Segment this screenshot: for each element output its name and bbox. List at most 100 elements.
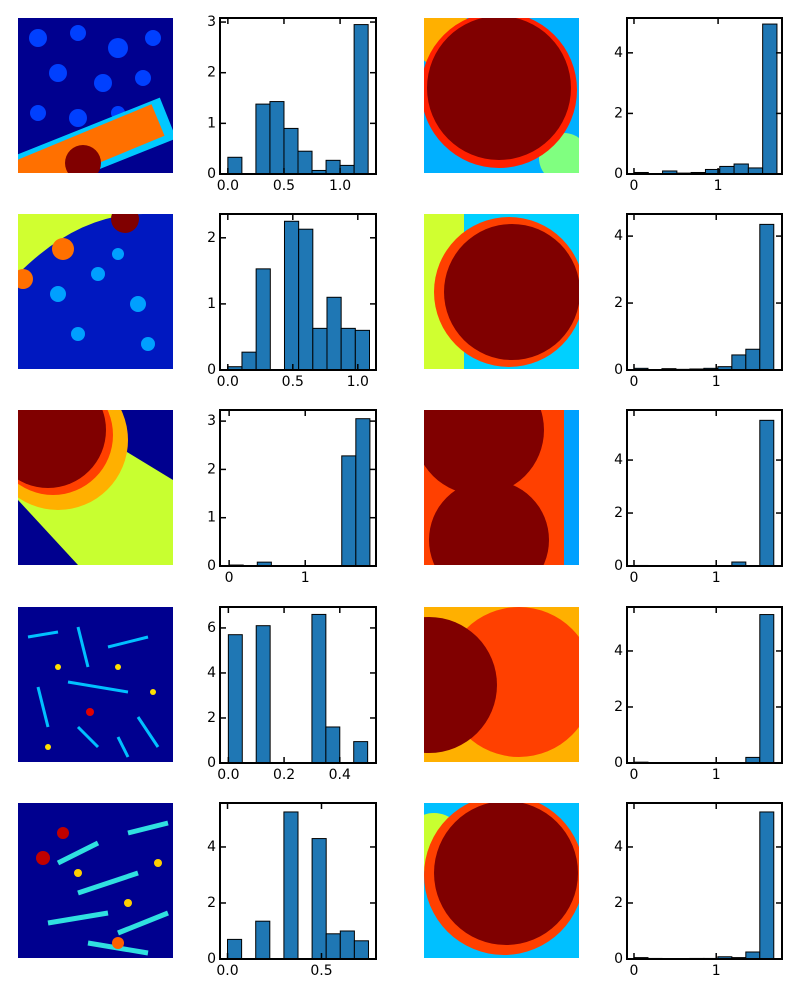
axes-frame (219, 409, 377, 567)
x-tick-label: 1.0 (329, 178, 351, 194)
image (424, 803, 579, 958)
bar (269, 101, 285, 175)
bar (759, 811, 775, 960)
bar (340, 327, 356, 371)
y-tick-label: 2 (614, 895, 623, 911)
y-tick-label: 2 (614, 105, 623, 121)
bar (759, 419, 775, 567)
x-tick-label: 0 (630, 374, 639, 390)
y-tick-label: 1 (207, 510, 216, 526)
y-tick-label: 6 (207, 620, 216, 636)
bar (745, 348, 761, 371)
bar (227, 156, 243, 175)
y-tick-label: 4 (614, 452, 623, 468)
bar (283, 811, 299, 960)
bar (255, 625, 271, 764)
y-tick-label: 4 (614, 228, 623, 244)
x-tick-label: 1 (712, 963, 721, 979)
bar (283, 127, 299, 175)
y-tick-label: 2 (614, 699, 623, 715)
x-tick-label: 0 (630, 963, 639, 979)
bar (719, 165, 735, 175)
x-tick-label: 0.2 (273, 767, 295, 783)
bar (353, 940, 369, 960)
bar (353, 24, 369, 175)
x-tick-label: 0 (630, 767, 639, 783)
x-tick-label: 1 (712, 570, 721, 586)
x-tick-label: 0.5 (273, 178, 295, 194)
x-tick-label: 0.0 (217, 767, 239, 783)
image (18, 803, 173, 958)
x-tick-label: 1 (714, 178, 723, 194)
y-tick-label: 0 (207, 362, 216, 378)
bar (283, 220, 300, 371)
image (18, 214, 173, 369)
bar (311, 838, 327, 960)
bar (255, 103, 271, 175)
bar (326, 296, 342, 371)
y-tick-label: 0 (614, 362, 623, 378)
y-tick-label: 0 (207, 558, 216, 574)
axes-frame (219, 17, 377, 175)
image (424, 18, 579, 173)
x-tick-label: 0.0 (217, 178, 239, 194)
y-tick-label: 4 (614, 643, 623, 659)
bar (325, 726, 341, 764)
x-tick-label: 0 (225, 570, 234, 586)
y-tick-label: 3 (207, 413, 216, 429)
bar (325, 159, 341, 175)
y-tick-label: 2 (207, 710, 216, 726)
x-tick-label: 0.0 (216, 963, 238, 979)
axes-frame (626, 409, 783, 567)
bar (733, 163, 749, 175)
y-tick-label: 2 (614, 505, 623, 521)
x-tick-label: 0.4 (329, 767, 351, 783)
axes-frame (626, 802, 783, 960)
x-tick-label: 0.0 (217, 374, 239, 390)
image (424, 214, 579, 369)
image (18, 18, 173, 173)
bar (241, 351, 257, 371)
axes-frame (626, 213, 783, 371)
bar (745, 951, 761, 960)
y-tick-label: 2 (207, 461, 216, 477)
y-tick-label: 0 (207, 166, 216, 182)
x-tick-label: 1 (301, 570, 310, 586)
bar (255, 920, 271, 960)
y-tick-label: 0 (614, 755, 623, 771)
bar (255, 268, 271, 371)
y-tick-label: 2 (207, 230, 216, 246)
image (18, 607, 173, 762)
axes-frame (626, 17, 783, 175)
bar (355, 418, 371, 567)
y-tick-label: 1 (207, 296, 216, 312)
y-tick-label: 2 (207, 65, 216, 81)
bar (731, 354, 747, 371)
y-tick-label: 0 (614, 951, 623, 967)
bar (339, 164, 355, 175)
x-tick-label: 1.0 (347, 374, 369, 390)
axes-frame (219, 802, 377, 960)
y-tick-label: 2 (614, 295, 623, 311)
image (18, 410, 173, 565)
bar (325, 933, 341, 960)
bar (759, 614, 775, 764)
x-tick-label: 1 (712, 767, 721, 783)
axes-frame (219, 213, 377, 371)
y-tick-label: 4 (207, 839, 216, 855)
axes-frame (626, 606, 783, 764)
y-tick-label: 4 (614, 839, 623, 855)
y-tick-label: 0 (207, 951, 216, 967)
x-tick-label: 0.5 (282, 374, 304, 390)
y-tick-label: 4 (207, 665, 216, 681)
axes-frame (219, 606, 377, 764)
y-tick-label: 0 (207, 755, 216, 771)
image (424, 607, 579, 762)
x-tick-label: 0 (630, 570, 639, 586)
bar (339, 930, 355, 960)
x-tick-label: 0.5 (310, 963, 332, 979)
bar (227, 634, 243, 764)
y-tick-label: 0 (614, 166, 623, 182)
bar (311, 613, 327, 764)
